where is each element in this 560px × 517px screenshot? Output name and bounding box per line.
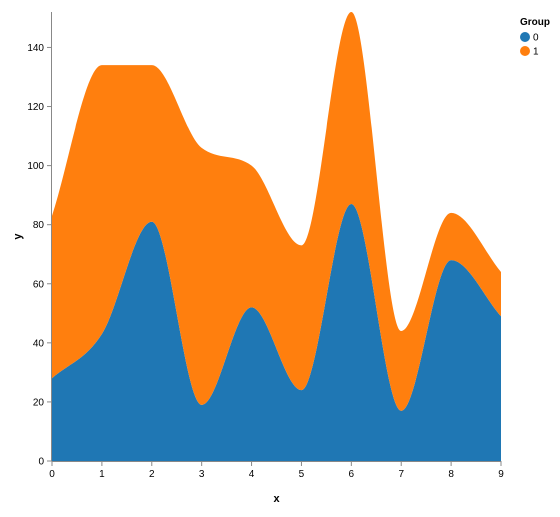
legend-swatch-1 xyxy=(520,46,530,56)
y-tick-label: 120 xyxy=(27,102,44,113)
x-tick-label: 6 xyxy=(349,469,355,480)
legend: Group 0 1 xyxy=(520,17,550,58)
x-axis-title: x xyxy=(273,493,280,505)
x-tick-label: 1 xyxy=(99,469,105,480)
legend-swatch-0 xyxy=(520,32,530,42)
x-tick-label: 0 xyxy=(49,469,55,480)
y-tick-label: 80 xyxy=(33,220,45,231)
y-tick-label: 20 xyxy=(33,397,45,408)
legend-title: Group xyxy=(520,17,550,28)
x-tick-label: 3 xyxy=(199,469,205,480)
x-tick-label: 5 xyxy=(299,469,305,480)
legend-label-0: 0 xyxy=(533,33,539,44)
y-tick-label: 40 xyxy=(33,338,45,349)
area-series-0 xyxy=(52,204,501,461)
x-tick-label: 7 xyxy=(398,469,404,480)
y-tick-label: 0 xyxy=(38,457,44,468)
x-axis: 0 1 2 3 4 5 6 7 8 9 x xyxy=(49,461,504,505)
plot-area xyxy=(52,12,501,461)
y-axis-title: y xyxy=(12,233,24,240)
area-series-1 xyxy=(52,12,501,411)
y-tick-label: 140 xyxy=(27,43,44,54)
y-tick-label: 100 xyxy=(27,161,44,172)
x-tick-label: 2 xyxy=(149,469,155,480)
x-tick-label: 8 xyxy=(448,469,454,480)
y-axis: 0 20 40 60 80 100 120 140 y xyxy=(12,12,52,468)
y-tick-label: 60 xyxy=(33,279,45,290)
legend-label-1: 1 xyxy=(533,47,539,58)
x-tick-label: 9 xyxy=(498,469,504,480)
x-tick-label: 4 xyxy=(249,469,255,480)
